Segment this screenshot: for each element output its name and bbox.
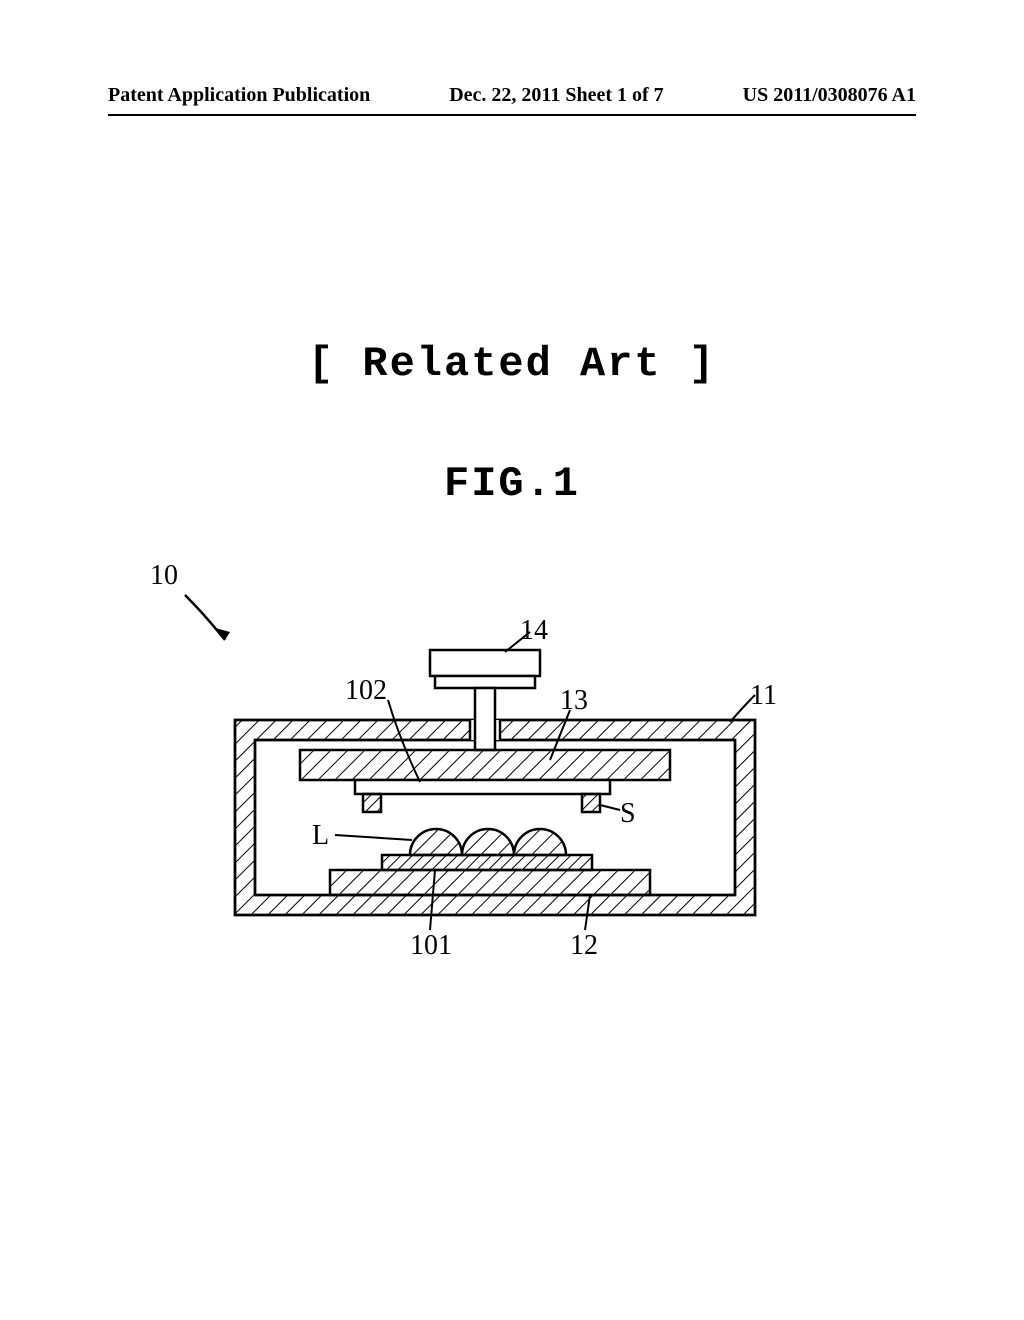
figure-label: FIG.1 (0, 460, 1024, 508)
ref-13: 13 (560, 685, 588, 717)
ref-11: 11 (750, 680, 777, 712)
tab-S-left (363, 794, 381, 812)
plate-101 (382, 855, 592, 870)
ref-14: 14 (520, 615, 548, 647)
ref-102: 102 (345, 675, 387, 707)
related-art-title: [ Related Art ] (0, 340, 1024, 388)
plate-13 (300, 750, 670, 780)
figure-svg (130, 560, 890, 980)
page-header: Patent Application Publication Dec. 22, … (0, 84, 1024, 107)
plate-102 (355, 780, 610, 794)
header-left: Patent Application Publication (108, 84, 370, 107)
ref-L: L (312, 820, 329, 852)
ref-12: 12 (570, 930, 598, 962)
header-right: US 2011/0308076 A1 (743, 84, 916, 107)
block-14-top (430, 650, 540, 676)
ref-S: S (620, 798, 636, 830)
figure-1: 10 14 102 13 11 S L 101 12 (130, 560, 890, 980)
ref-10: 10 (150, 560, 178, 592)
block-14-mid (435, 676, 535, 688)
plate-12 (330, 870, 650, 895)
ref-101: 101 (410, 930, 452, 962)
header-rule (108, 114, 916, 116)
tab-S-right (582, 794, 600, 812)
leader-10 (185, 595, 225, 640)
shaft (475, 688, 495, 750)
header-center: Dec. 22, 2011 Sheet 1 of 7 (449, 84, 663, 107)
